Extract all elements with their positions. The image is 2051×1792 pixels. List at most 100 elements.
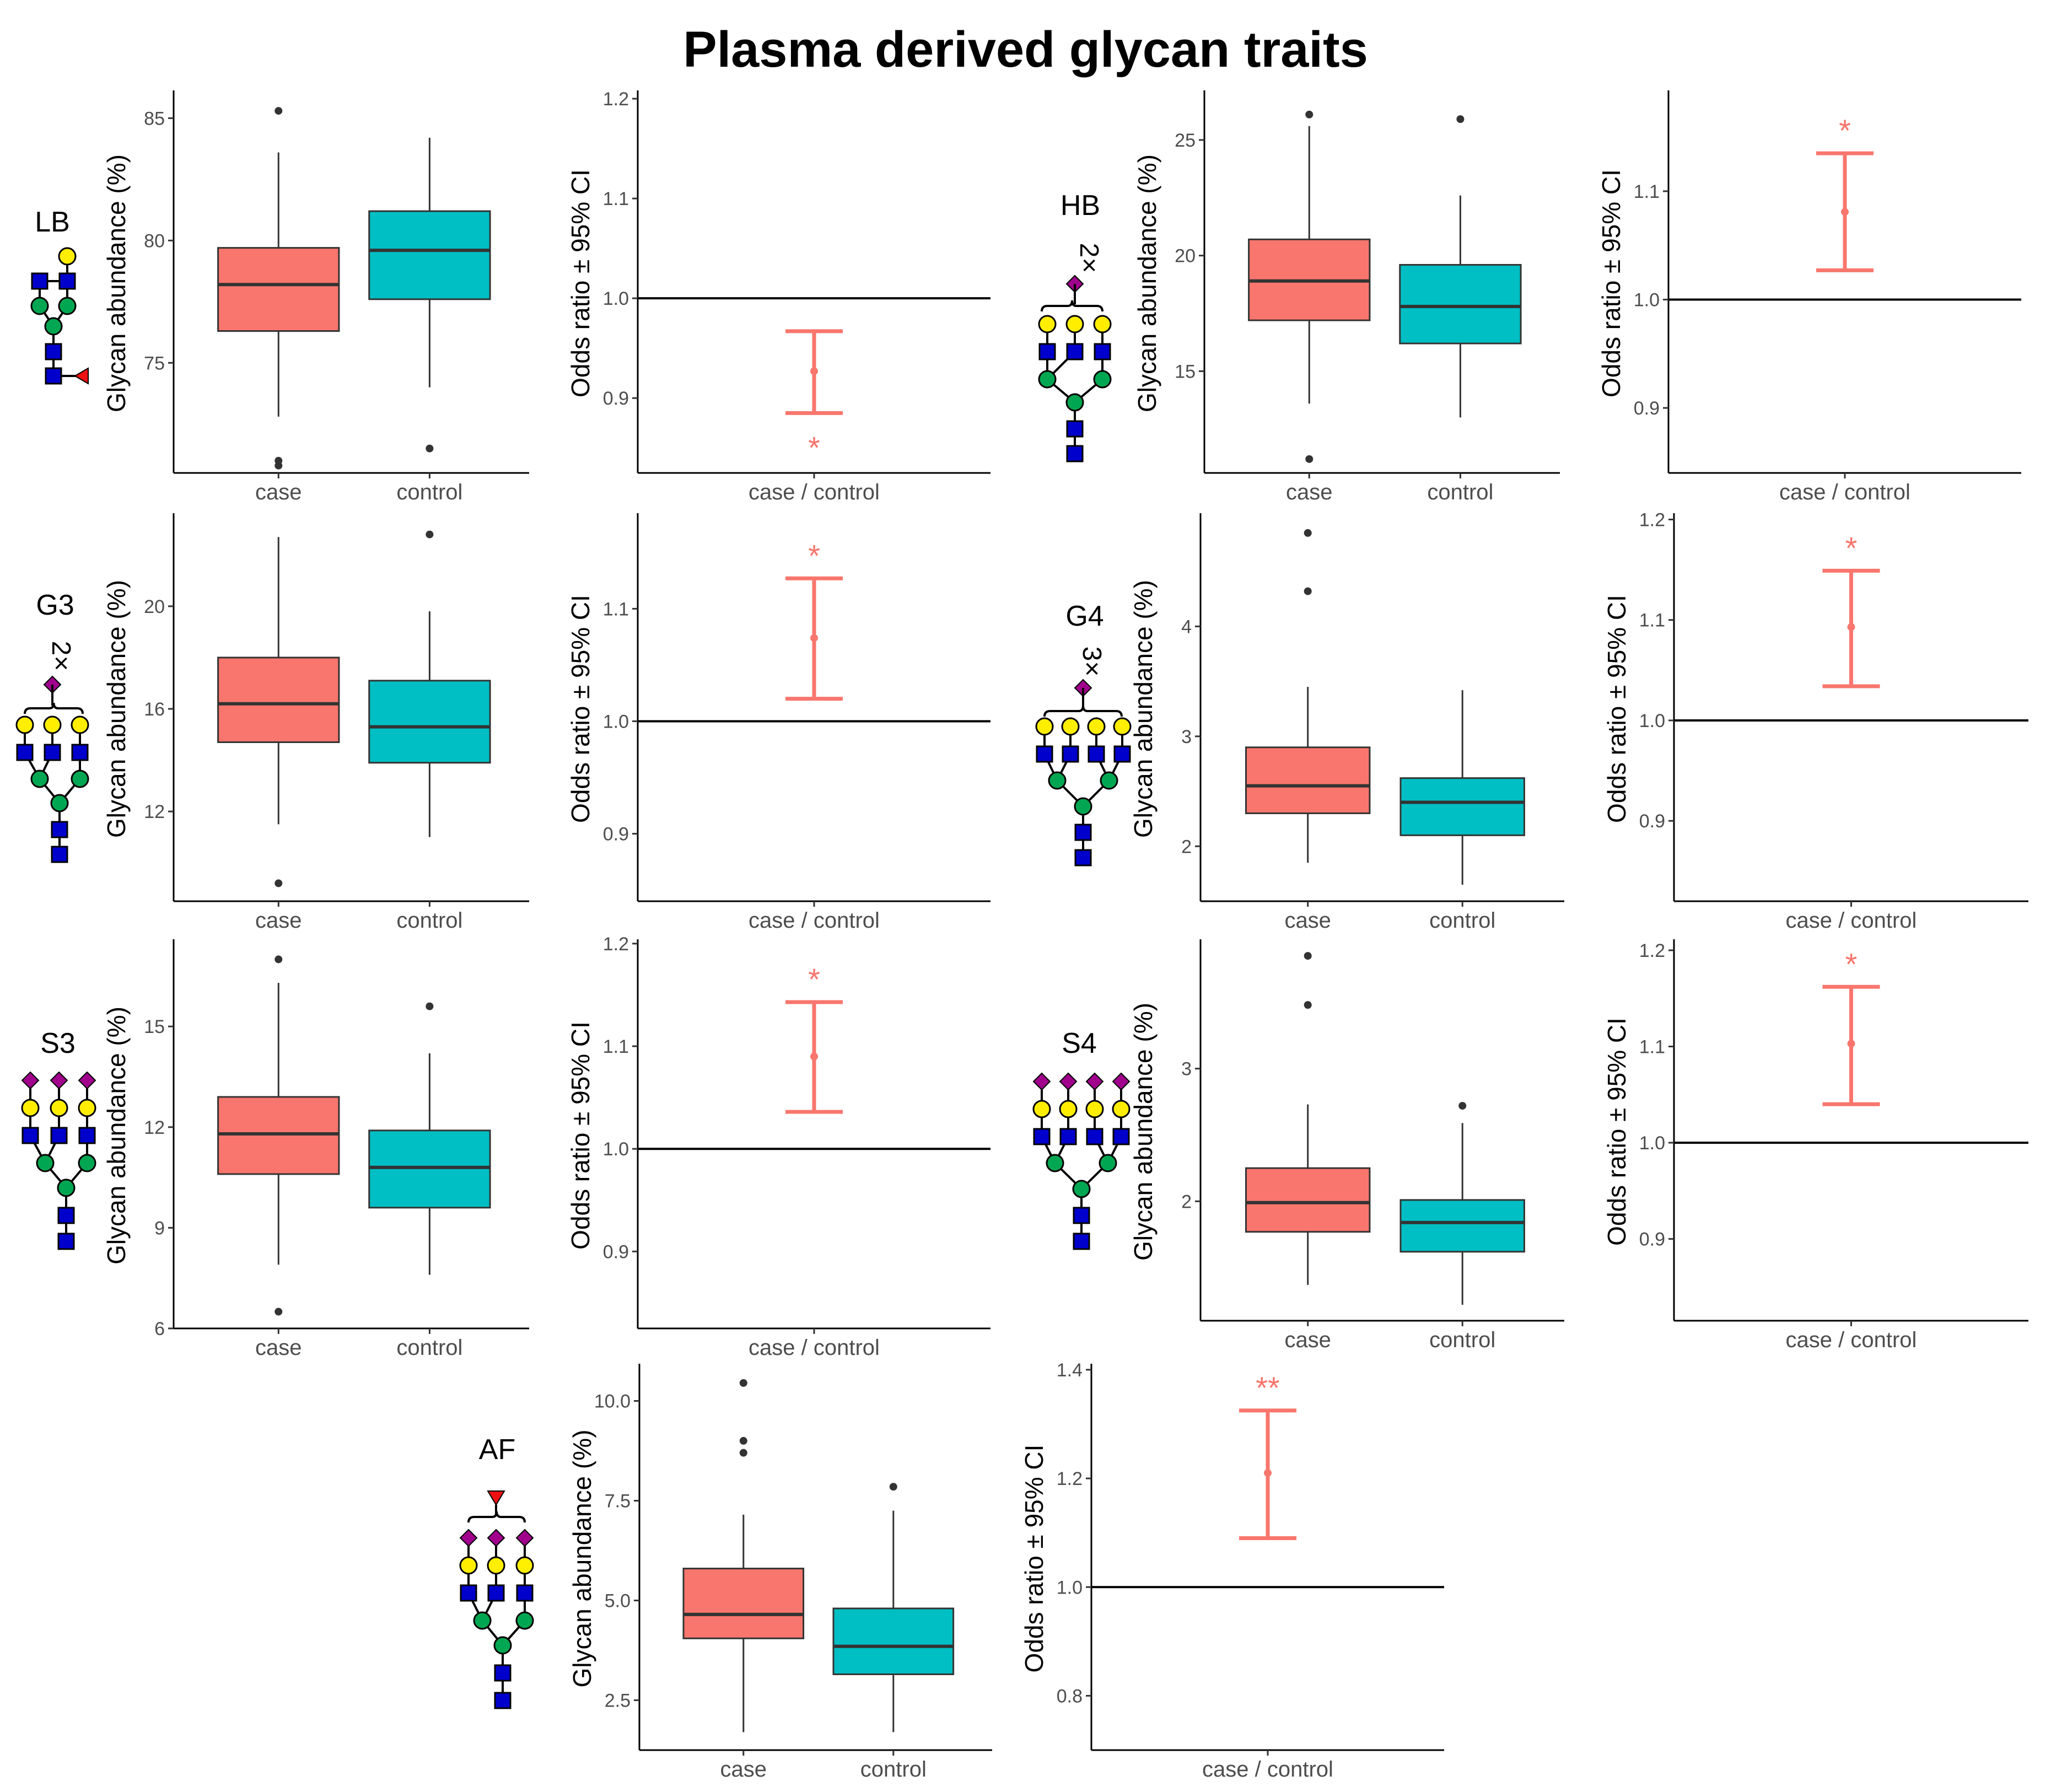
y-tick-label: 1.2 xyxy=(1639,509,1665,530)
x-tick-label: case / control xyxy=(1786,1328,1917,1352)
y-tick-label: 0.9 xyxy=(603,824,629,845)
glcnac-square xyxy=(50,1127,68,1144)
glycan-HB-core xyxy=(1038,315,1112,462)
glcnac-square xyxy=(1074,849,1092,867)
y-tick-label: 6 xyxy=(154,1319,165,1339)
mannose-circle xyxy=(473,1611,492,1630)
outlier-point xyxy=(426,530,434,539)
glcnac-square xyxy=(1066,420,1084,438)
oddsratio-S4-or: 0.9 1.0 1.1 1.2 Odds ratio ± 95% CI * case / c… xyxy=(1602,939,2028,1352)
y-tick-label: 1.0 xyxy=(603,288,629,309)
galactose-circle xyxy=(50,1099,68,1117)
outlier-point xyxy=(1304,587,1312,595)
y-tick-label: 3 xyxy=(1181,727,1192,747)
boxplot-HB-box: 15 20 25 Glycan abundance (%) case control xyxy=(1133,90,1560,504)
y-tick-label: 0.9 xyxy=(1639,811,1665,832)
x-tick-label: control xyxy=(396,908,462,933)
box-iqr xyxy=(217,247,340,332)
y-tick-label: 1.2 xyxy=(1057,1468,1083,1489)
mannose-circle xyxy=(71,769,89,788)
y-tick-label: 0.9 xyxy=(603,388,629,409)
sialic-acid-diamond xyxy=(1112,1072,1131,1091)
boxplot-G4-box: 2 3 4 Glycan abundance (%) case control xyxy=(1129,513,1564,933)
glcnac-square xyxy=(487,1584,505,1602)
sialic-acid-diamond xyxy=(50,1071,68,1090)
y-tick-label: 1.2 xyxy=(603,89,629,110)
y-axis-label: Glycan abundance (%) xyxy=(102,580,131,838)
antenna-brace xyxy=(24,702,84,714)
box-control xyxy=(1399,690,1525,885)
significance-star: ** xyxy=(1256,1370,1280,1405)
y-tick-label: 10.0 xyxy=(594,1391,631,1412)
y-tick-label: 1.1 xyxy=(1639,1037,1665,1058)
glcnac-square xyxy=(1113,745,1131,763)
mannose-circle xyxy=(58,297,77,315)
y-tick-label: 5.0 xyxy=(605,1591,631,1612)
glcnac-square xyxy=(1038,343,1056,360)
y-tick-label: 7.5 xyxy=(605,1491,631,1512)
y-tick-label: 1.0 xyxy=(1057,1577,1083,1598)
galactose-circle xyxy=(1032,1100,1051,1118)
box-control xyxy=(368,1002,491,1275)
glycan-label-S4: S4 xyxy=(1062,1027,1097,1059)
y-tick-label: 1.0 xyxy=(1639,1133,1665,1154)
outlier-point xyxy=(274,107,283,115)
mannose-circle xyxy=(44,317,63,336)
y-tick-label: 1.1 xyxy=(603,599,629,620)
y-tick-label: 1.4 xyxy=(1057,1360,1083,1381)
y-tick-label: 16 xyxy=(144,699,165,720)
glcnac-square xyxy=(1036,745,1053,763)
y-axis-label: Glycan abundance (%) xyxy=(568,1430,596,1688)
glcnac-square xyxy=(1033,1128,1051,1145)
odds-ratio-point xyxy=(1847,1040,1855,1048)
galactose-circle xyxy=(71,715,89,734)
fucose-triangle xyxy=(74,367,89,385)
y-axis-label: Odds ratio ± 95% CI xyxy=(1597,169,1625,397)
y-axis-label: Glycan abundance (%) xyxy=(1129,1003,1158,1261)
glcnac-square xyxy=(57,1207,75,1224)
boxplot-LB-box: 75 80 85 Glycan abundance (%) case control xyxy=(102,90,529,504)
glycan-S3: S3 xyxy=(21,1027,96,1250)
sialic-acid-diamond xyxy=(78,1071,96,1090)
x-tick-label: case xyxy=(255,1336,302,1360)
sialic-acid-diamond xyxy=(487,1529,505,1547)
glcnac-square xyxy=(516,1584,534,1602)
mannose-circle xyxy=(515,1611,534,1630)
galactose-circle xyxy=(459,1556,478,1575)
y-axis-label: Odds ratio ± 95% CI xyxy=(1602,595,1631,823)
y-tick-label: 2.5 xyxy=(605,1691,631,1712)
y-tick-label: 12 xyxy=(144,1117,165,1138)
antenna-brace xyxy=(1043,705,1123,717)
x-tick-label: case xyxy=(255,908,302,933)
glcnac-square xyxy=(45,367,62,385)
outlier-point xyxy=(739,1449,747,1457)
outlier-point xyxy=(274,461,283,470)
odds-ratio-point xyxy=(1264,1469,1272,1477)
glcnac-square xyxy=(71,744,89,761)
galactose-circle xyxy=(1093,315,1112,333)
glcnac-square xyxy=(1074,824,1092,841)
y-axis-label: Odds ratio ± 95% CI xyxy=(566,169,595,397)
outlier-point xyxy=(426,444,434,453)
box-iqr xyxy=(368,680,491,764)
glcnac-square xyxy=(44,744,61,761)
sialic-acid-diamond xyxy=(21,1071,40,1090)
glcnac-square xyxy=(45,343,62,360)
oddsratio-G3-or: 0.9 1.0 1.1 Odds ratio ± 95% CI * case / cont… xyxy=(566,513,990,933)
glycan-structures: LB HB 2× G3 2× G4 3× S3 S4 AF xyxy=(15,190,1132,1709)
glycan-label-G4_mult: 3× xyxy=(1077,647,1106,677)
outlier-point xyxy=(1458,1102,1467,1110)
x-tick-label: case xyxy=(1284,908,1331,933)
antenna-brace xyxy=(467,1511,526,1523)
glycan-AF: AF xyxy=(459,1434,534,1709)
glycan-label-HB_mult: 2× xyxy=(1074,243,1103,273)
box-case xyxy=(1245,952,1371,1285)
y-tick-label: 0.9 xyxy=(1634,398,1660,419)
charts-layer: 75 80 85 Glycan abundance (%) case control 0.9… xyxy=(102,89,2028,1782)
galactose-circle xyxy=(58,247,77,266)
odds-ratio-point xyxy=(1847,623,1855,631)
galactose-circle xyxy=(1113,717,1132,736)
glycan-label-AF: AF xyxy=(479,1434,515,1466)
y-tick-label: 20 xyxy=(1175,246,1196,267)
box-iqr xyxy=(368,210,491,300)
